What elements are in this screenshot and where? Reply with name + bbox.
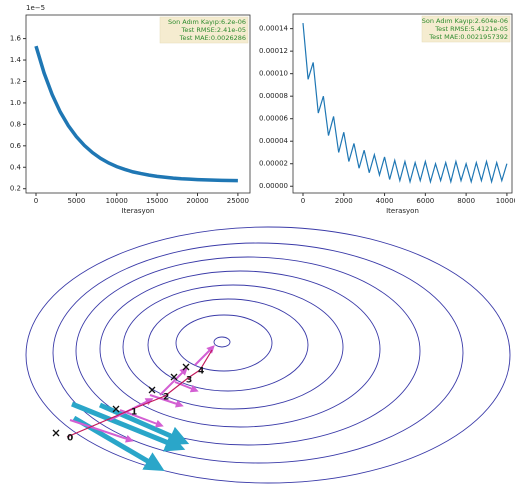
x-tick-label: 5000: [67, 197, 85, 205]
annotation-box: [159, 16, 249, 44]
y-tick-label: 0.00014: [259, 25, 288, 33]
x-tick-label: 0: [34, 197, 38, 205]
x-axis-label: Iterasyon: [122, 207, 155, 215]
y-tick-label: 0.00008: [259, 92, 288, 100]
contour: [213, 336, 231, 348]
contour: [25, 226, 511, 484]
descent-path: [66, 349, 213, 438]
x-tick-label: 8000: [457, 197, 475, 205]
annotation-text: Test MAE:0.0026286: [179, 34, 246, 42]
y-tick-label: 0.8: [10, 120, 21, 128]
annotation-text: Test RMSE:5.4121e-05: [434, 25, 508, 33]
data-line: [34, 45, 238, 183]
y-tick-label: 0.6: [10, 142, 22, 150]
annotation-text: Son Adım Kayıp:6.2e-06: [168, 18, 246, 26]
y-tick-label: 1.0: [10, 99, 21, 107]
annotation-box: [421, 15, 511, 43]
x-axis-label: Iterasyon: [386, 207, 419, 215]
y-tick-label: 1.4: [10, 56, 22, 64]
x-tick-label: 2000: [335, 197, 353, 205]
y-tick-label: 1.2: [10, 77, 21, 85]
plot-frame: [292, 13, 513, 194]
data-line: [302, 22, 508, 185]
step-label: 1: [131, 408, 137, 418]
y-offset-label: 1e−5: [26, 4, 45, 12]
step-label: 2: [163, 393, 169, 403]
annotation-text: Test MAE:0.0021957392: [428, 33, 508, 41]
y-tick-label: 0.00012: [259, 47, 288, 55]
contour: [122, 284, 344, 410]
step-label: 4: [198, 367, 204, 377]
step-markers: [52, 363, 190, 437]
y-tick-label: 0.00010: [259, 70, 288, 78]
x-tick-label: 10000: [496, 197, 515, 205]
chart: 0 2000 4000 6000 8000 10000 0.00000 0.00002 0.00…: [259, 13, 515, 215]
gradient-descent-diagram: 0 1 2 3 4: [25, 226, 511, 484]
x-tick-label: 15000: [146, 197, 168, 205]
x-tick-label: 10000: [106, 197, 128, 205]
y-tick-label: 0.4: [10, 163, 22, 171]
y-tick-label: 0.00000: [259, 182, 288, 190]
step-label: 0: [67, 434, 73, 444]
y-tick-label: 0.00004: [259, 137, 288, 145]
contour: [52, 242, 464, 464]
y-tick-label: 0.00002: [259, 160, 288, 168]
y-tick-label: 1.6: [10, 35, 22, 43]
plot-frame: [25, 14, 251, 194]
contour: [147, 298, 309, 392]
chart: 0 5000 10000 15000 20000 25000 0.2 0.4 0.6 0.8 1.0…: [10, 4, 251, 215]
contour: [175, 314, 273, 372]
annotation-text: Test RMSE:2.41e-05: [180, 26, 246, 34]
x-tick-label: 6000: [416, 197, 434, 205]
contour: [75, 256, 421, 446]
x-tick-label: 0: [301, 197, 305, 205]
x-tick-label: 4000: [376, 197, 394, 205]
step-label: 3: [186, 376, 192, 386]
y-tick-label: 0.00006: [259, 115, 288, 123]
annotation-text: Son Adım Kayıp:2.604e-06: [422, 17, 508, 25]
contour: [99, 270, 381, 428]
x-tick-label: 20000: [186, 197, 208, 205]
x-tick-label: 25000: [227, 197, 249, 205]
y-tick-label: 0.2: [10, 185, 21, 193]
